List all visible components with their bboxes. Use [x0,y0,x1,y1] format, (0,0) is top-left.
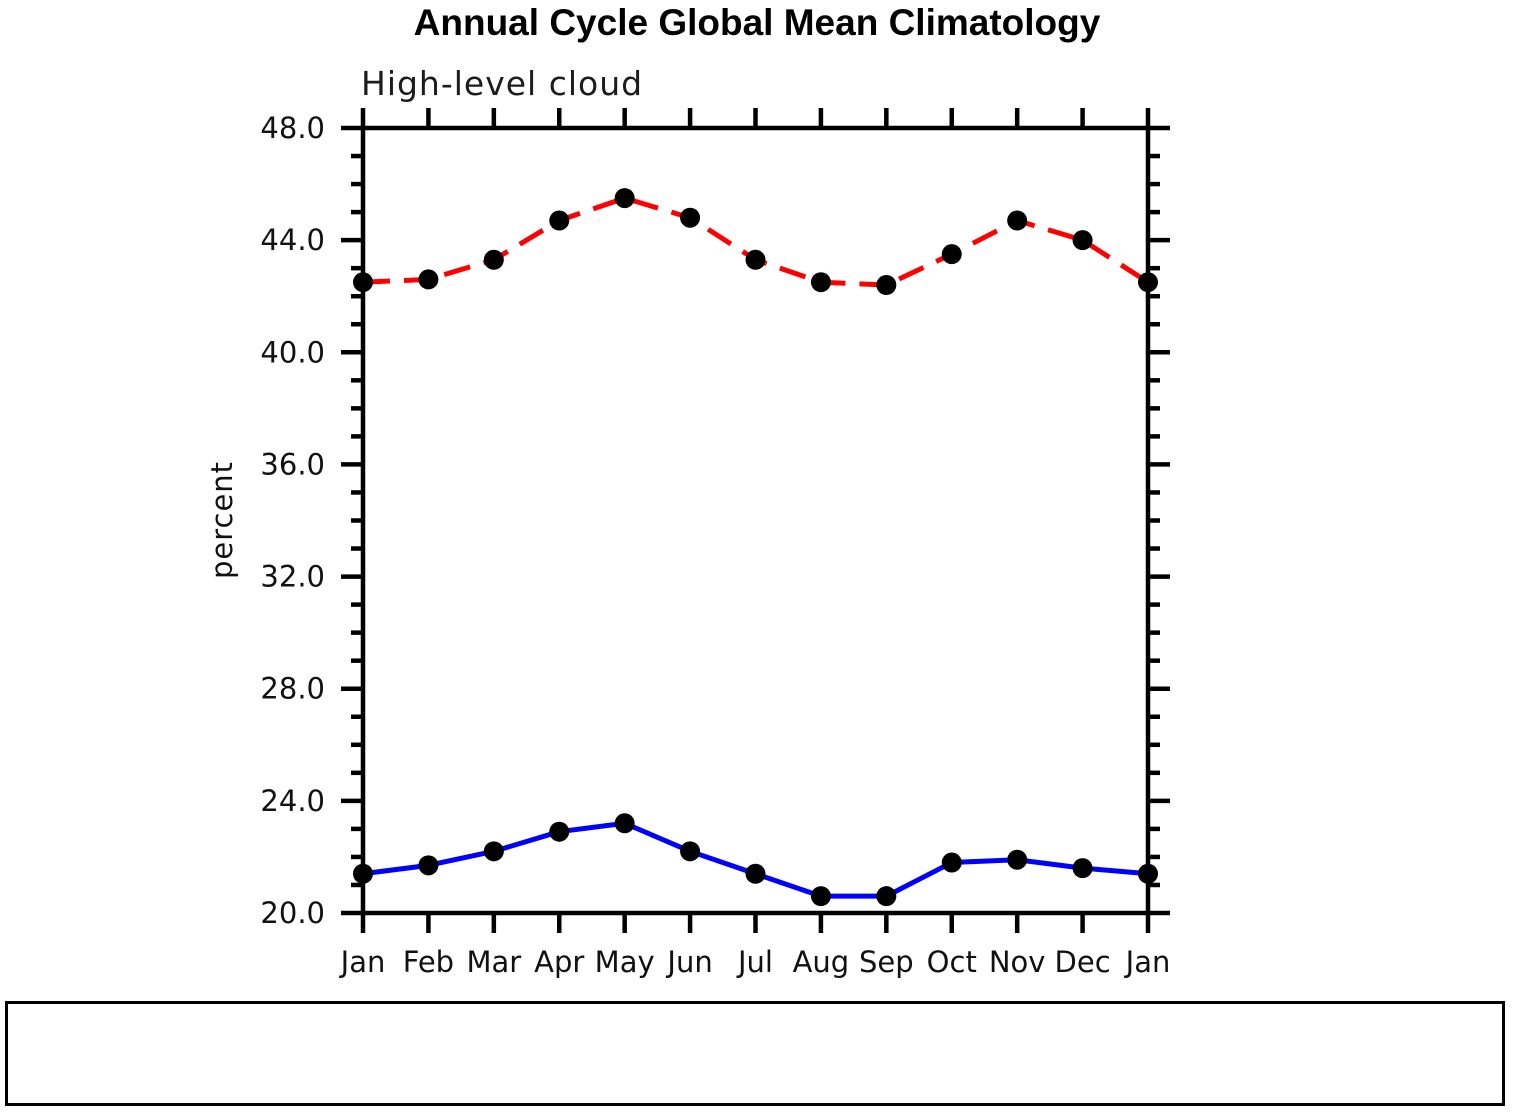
data-point-marker [483,249,504,270]
data-point-marker [680,207,701,228]
data-point-marker [1072,230,1093,251]
series-isccp-d2 [353,813,1158,907]
y-tick-label: 48.0 [260,111,325,145]
data-point-marker [1072,858,1093,879]
x-tick-label: Mar [466,945,521,979]
series-model [353,188,1158,295]
x-tick-label: May [595,945,655,979]
data-point-marker [745,249,766,270]
x-tick-label: Jan [339,945,386,979]
x-tick-labels: Jan Feb Mar Apr May Jun Jul Aug Sep Oct Nov Dec Jan [339,945,1171,979]
y-tick-label: 36.0 [260,447,325,481]
y-tick-label: 44.0 [260,223,325,257]
x-tick-label: Nov [989,945,1046,979]
y-tick-label: 20.0 [260,896,325,930]
data-point-marker [1007,210,1028,231]
data-point-marker [1138,863,1158,884]
data-point-marker [941,852,962,873]
x-tick-label: Jun [665,945,712,979]
data-point-marker [941,244,962,265]
data-point-marker [680,841,701,862]
x-tick-label: Dec [1055,945,1111,979]
data-point-marker [353,272,373,293]
data-point-marker [810,272,831,293]
axes [341,108,1170,933]
data-point-marker [614,188,635,209]
legend: ISCCP D2 f.e20.FHIST.f09_f09.cesm2_1_cou… [5,1001,1505,1106]
data-point-marker [549,821,570,842]
y-tick-label: 28.0 [260,672,325,706]
data-point-marker [1007,849,1028,870]
series-line [362,820,1149,899]
series-line [362,195,1150,288]
data-point-marker [614,813,635,834]
data-point-marker [483,841,504,862]
data-point-marker [745,863,766,884]
x-tick-label: Oct [927,945,977,979]
data-point-marker [810,886,831,907]
x-tick-label: Feb [403,945,454,979]
x-tick-label: Jan [1124,945,1171,979]
data-point-marker [549,210,570,231]
x-tick-label: Sep [859,945,914,979]
chart-subtitle: High-level cloud [361,64,644,103]
data-point-marker [353,863,373,884]
x-tick-label: Aug [793,945,850,979]
data-point-marker [876,275,897,295]
data-point-marker [1138,272,1158,293]
x-tick-label: Apr [534,945,584,979]
data-point-marker [876,886,897,907]
data-point-marker [418,855,439,876]
y-tick-label: 24.0 [260,784,325,818]
y-tick-label: 40.0 [260,335,325,369]
y-tick-labels: 20.0 24.0 28.0 32.0 36.0 40.0 44.0 48.0 [260,111,325,930]
chart-title: Annual Cycle Global Mean Climatology [413,2,1101,43]
x-tick-label: Jul [736,945,773,979]
y-tick-label: 32.0 [260,560,325,594]
data-point-marker [418,269,439,290]
